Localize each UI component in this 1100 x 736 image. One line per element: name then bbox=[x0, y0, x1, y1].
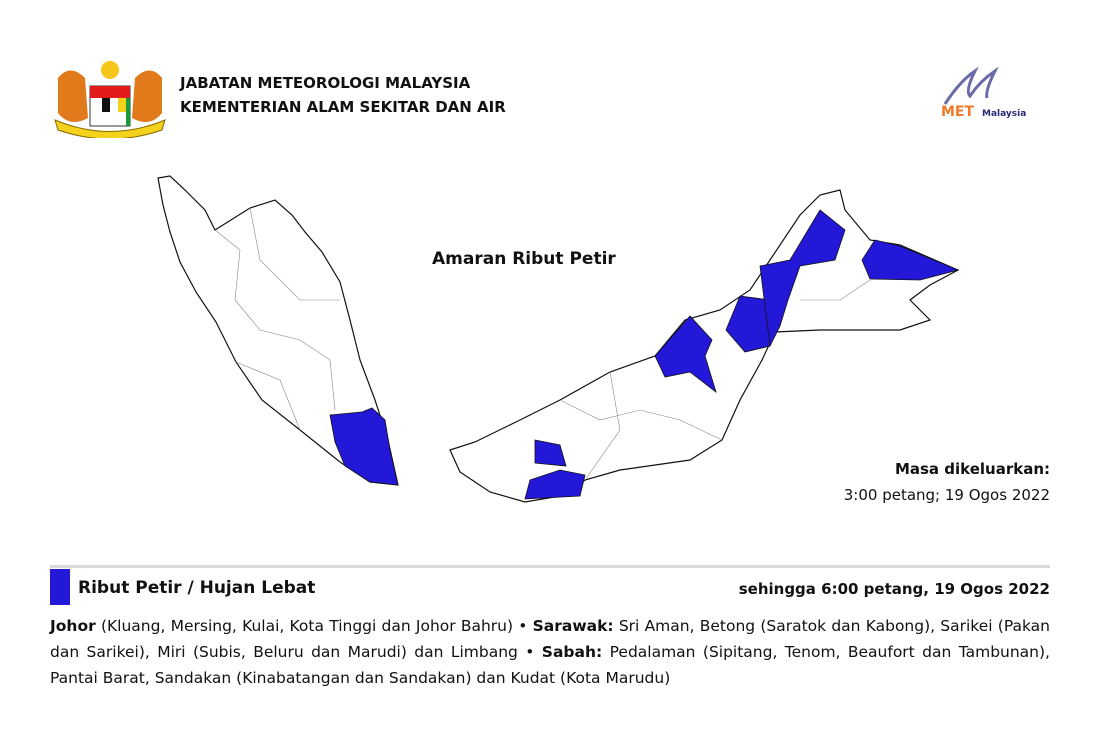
met-malaysia-logo: MET Malaysia bbox=[941, 66, 1026, 120]
map-title: Amaran Ribut Petir bbox=[432, 249, 616, 269]
miri-warning-area bbox=[654, 315, 717, 394]
warning-areas-text: Johor (Kluang, Mersing, Kulai, Kota Ting… bbox=[50, 613, 1050, 691]
sri-aman-warning-area bbox=[534, 439, 567, 467]
svg-text:Malaysia: Malaysia bbox=[982, 109, 1026, 119]
valid-until: sehingga 6:00 petang, 19 Ogos 2022 bbox=[738, 580, 1050, 598]
ministry-name: KEMENTERIAN ALAM SEKITAR DAN AIR bbox=[180, 98, 506, 116]
agency-name: JABATAN METEOROLOGI MALAYSIA bbox=[180, 74, 471, 92]
sarawak-sabah-warning-areas bbox=[524, 209, 960, 500]
issued-label: Masa dikeluarkan: bbox=[894, 460, 1050, 478]
sabah-areas: Pedalaman (Sipitang, Tenom, Beaufort dan… bbox=[50, 643, 1050, 687]
warning-title: Ribut Petir / Hujan Lebat bbox=[78, 578, 316, 598]
issued-time-block: Masa dikeluarkan: 3:00 petang; 19 Ogos 2… bbox=[844, 456, 1050, 508]
coat-of-arms-logo bbox=[54, 61, 166, 138]
peninsular-malaysia bbox=[157, 175, 399, 486]
sarawak-south-warning-area bbox=[524, 469, 586, 500]
warning-map bbox=[157, 175, 960, 503]
johor-warning-area bbox=[329, 407, 399, 486]
warning-color-marker bbox=[50, 569, 70, 605]
sarawak-areas: Sri Aman, Betong (Saratok dan Kabong), S… bbox=[50, 617, 1050, 661]
sabah-west-warning-area bbox=[759, 209, 846, 348]
state-johor: Johor bbox=[50, 617, 96, 635]
divider bbox=[50, 565, 1050, 568]
issued-time: 3:00 petang; 19 Ogos 2022 bbox=[843, 486, 1050, 504]
svg-text:MET: MET bbox=[941, 104, 974, 120]
sandakan-warning-area bbox=[861, 239, 960, 281]
johor-areas: (Kluang, Mersing, Kulai, Kota Tinggi dan… bbox=[95, 617, 533, 635]
state-sarawak: Sarawak: bbox=[532, 617, 614, 635]
state-sabah: Sabah: bbox=[541, 643, 603, 661]
